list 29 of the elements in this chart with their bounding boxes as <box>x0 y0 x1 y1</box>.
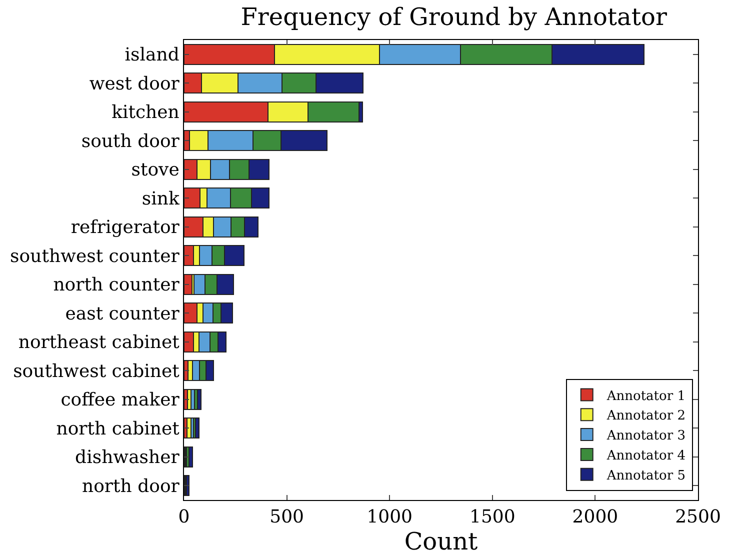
y-tick-label: west door <box>89 73 180 94</box>
legend-label: Annotator 1 <box>606 388 686 404</box>
y-tick-label: dishwasher <box>75 447 180 468</box>
x-tick-label: 2500 <box>675 506 721 528</box>
x-tick-label: 2000 <box>572 506 618 528</box>
x-tick-label: 1000 <box>366 506 413 528</box>
legend-label: Annotator 3 <box>606 428 686 444</box>
y-tick-label: north counter <box>53 274 180 296</box>
y-tick-label: island <box>124 44 180 66</box>
y-tick-label: north door <box>82 476 180 497</box>
y-tick-label: northeast cabinet <box>18 332 180 354</box>
y-tick-label: south door <box>81 130 180 152</box>
x-tick-label: 1500 <box>469 506 516 528</box>
y-tick-label: southwest cabinet <box>13 360 180 382</box>
chart-title: Frequency of Ground by Annotator <box>240 3 668 32</box>
x-tick-label: 500 <box>270 506 304 528</box>
y-tick-label: north cabinet <box>56 418 180 440</box>
y-tick-label: southwest counter <box>10 246 180 267</box>
y-tick-label: east counter <box>65 303 180 324</box>
y-tick-label: stove <box>131 160 180 181</box>
y-tick-label: coffee maker <box>60 390 180 411</box>
y-tick-label: sink <box>142 188 180 210</box>
legend-label: Annotator 2 <box>606 408 686 424</box>
legend-label: Annotator 4 <box>606 448 686 464</box>
x-tick-label: 0 <box>178 506 190 528</box>
y-tick-label: refrigerator <box>70 217 180 238</box>
x-axis-title: Count <box>404 528 478 556</box>
legend-label: Annotator 5 <box>606 468 686 484</box>
y-tick-label: kitchen <box>112 102 180 124</box>
